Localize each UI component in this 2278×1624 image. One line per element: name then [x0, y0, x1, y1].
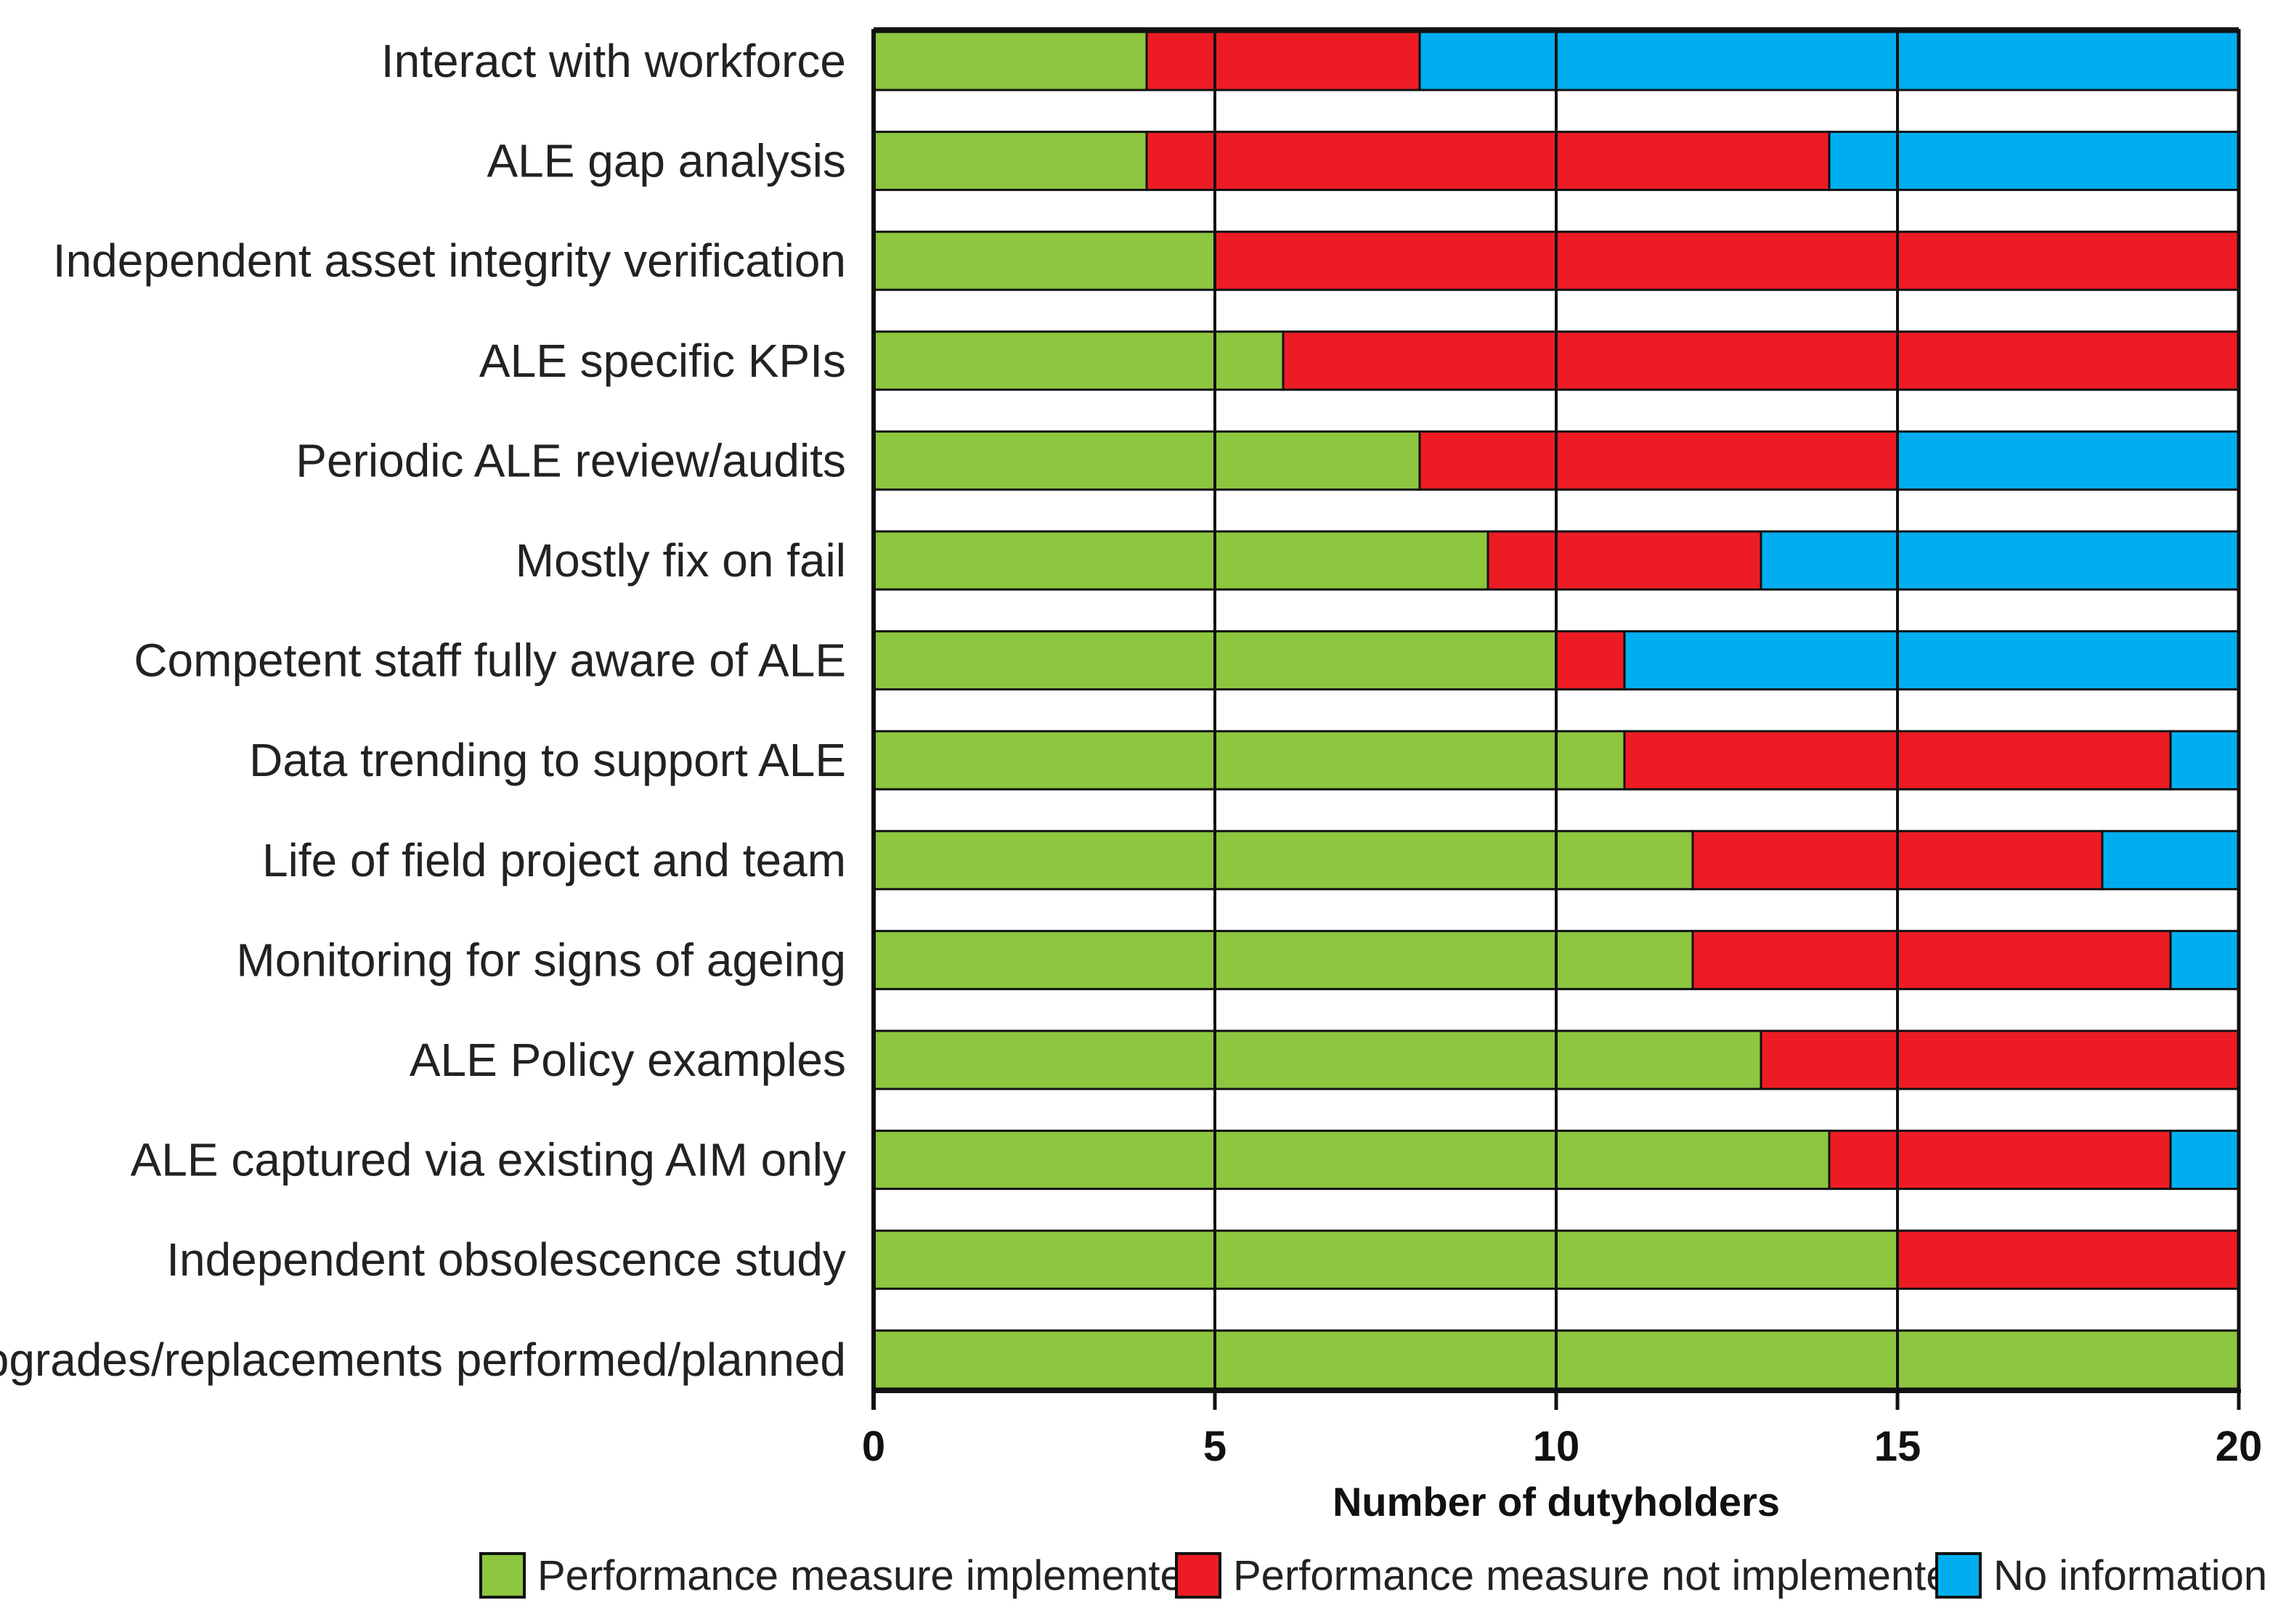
category-label: Periodic ALE review/audits: [296, 434, 846, 486]
category-label: Monitoring for signs of ageing: [236, 934, 846, 986]
bar-segment-3-series-2: [1213, 230, 2240, 291]
bar-segment-5-series-2: [1418, 430, 1899, 491]
bar-segment-11-series-1: [872, 1029, 1762, 1090]
bar-segment-1-series-1: [872, 30, 1148, 91]
legend-label: No information: [1993, 1552, 2267, 1599]
bar-segment-10-series-3: [2169, 929, 2240, 990]
x-tick-label: 5: [1203, 1423, 1227, 1470]
x-tick-label: 10: [1533, 1423, 1580, 1470]
bar-segment-6-series-3: [1760, 530, 2240, 591]
category-labels: Interact with workforce ALE gap analysis I…: [0, 35, 846, 1386]
bar-segment-2-series-2: [1145, 131, 1831, 192]
bar-segment-3-series-1: [872, 230, 1216, 291]
bar-segment-9-series-1: [872, 830, 1694, 891]
grid-layer: [1213, 29, 1899, 1391]
bar-segment-4-series-1: [872, 330, 1285, 391]
bar-segment-2-series-3: [1828, 131, 2240, 192]
bar-segment-7-series-3: [1623, 630, 2240, 691]
bar-segment-1-series-2: [1145, 30, 1421, 91]
category-label: Data trending to support ALE: [249, 734, 846, 786]
legend: Performance measure implemented Performan…: [479, 1552, 2267, 1599]
x-tick-label: 0: [862, 1423, 885, 1470]
category-label: Interact with workforce: [381, 35, 846, 87]
legend-swatch-3: [1935, 1552, 1982, 1599]
bars-layer: [872, 30, 2240, 1390]
bar-segment-13-series-2: [1896, 1229, 2240, 1290]
bar-segment-12-series-2: [1828, 1130, 2172, 1191]
x-tick-label: 15: [1874, 1423, 1921, 1470]
category-label: ALE specific KPIs: [479, 335, 846, 387]
category-label: Life of field project and team: [262, 834, 846, 886]
bar-segment-10-series-2: [1691, 929, 2172, 990]
bar-segment-4-series-2: [1282, 330, 2240, 391]
bar-segment-1-series-3: [1418, 30, 2240, 91]
category-label: Independent obsolescence study: [166, 1233, 846, 1286]
bar-segment-9-series-3: [2101, 830, 2240, 891]
legend-swatch-1: [479, 1552, 526, 1599]
x-axis-title: Number of dutyholders: [1333, 1479, 1780, 1525]
bar-segment-8-series-1: [872, 730, 1626, 791]
bar-segment-5-series-1: [872, 430, 1421, 491]
category-label: ALE gap analysis: [487, 135, 846, 187]
category-label: Upgrades/replacements performed/planned: [0, 1334, 846, 1386]
bar-segment-5-series-3: [1896, 430, 2240, 491]
category-label: Competent staff fully aware of ALE: [134, 634, 846, 687]
category-label: ALE captured via existing AIM only: [131, 1134, 846, 1186]
bar-segment-12-series-3: [2169, 1130, 2240, 1191]
bar-segment-13-series-1: [872, 1229, 1899, 1290]
category-label: Independent asset integrity verification: [53, 234, 846, 287]
legend-label: Performance measure implemented: [537, 1552, 1207, 1599]
category-label: ALE Policy examples: [410, 1034, 846, 1086]
legend-label: Performance measure not implemented: [1233, 1552, 1973, 1599]
bar-segment-12-series-1: [872, 1130, 1831, 1191]
bar-segment-11-series-2: [1760, 1029, 2240, 1090]
bar-segment-8-series-3: [2169, 730, 2240, 791]
bar-segment-7-series-2: [1555, 630, 1626, 691]
x-axis: 0 5 10 15 20 Number of dutyholders: [862, 27, 2263, 1525]
bar-segment-6-series-2: [1486, 530, 1762, 591]
category-label: Mostly fix on fail: [516, 534, 846, 587]
bar-segment-10-series-1: [872, 929, 1694, 990]
bar-segment-2-series-1: [872, 131, 1148, 192]
x-tick-label: 20: [2216, 1423, 2263, 1470]
bar-segment-6-series-1: [872, 530, 1489, 591]
legend-swatch-2: [1175, 1552, 1221, 1599]
